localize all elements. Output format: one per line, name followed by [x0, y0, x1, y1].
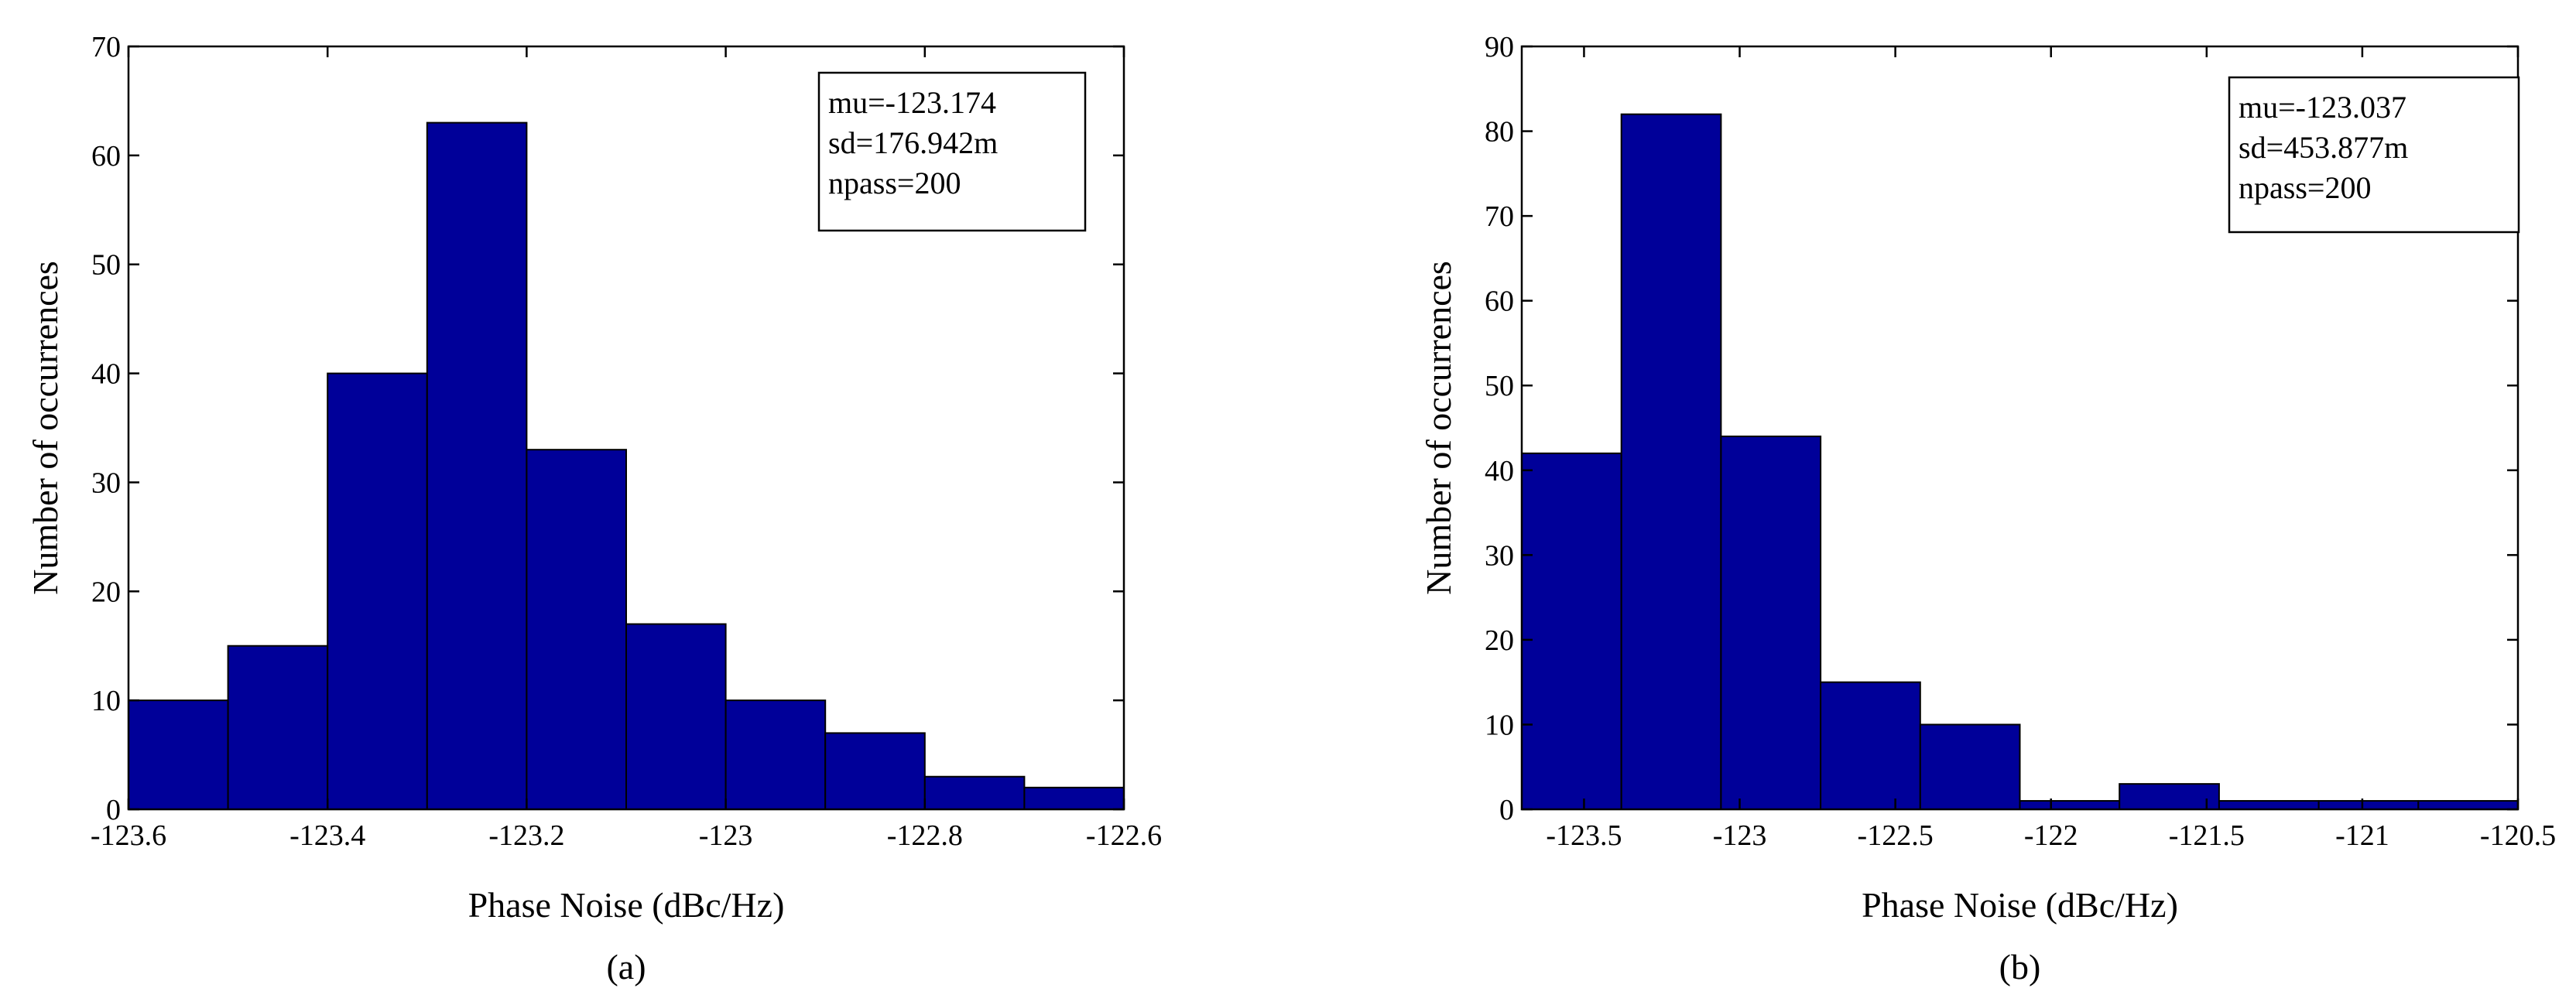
histogram-bar: [2218, 800, 2320, 810]
histogram-bar: [1820, 681, 1921, 811]
histogram-bar: [327, 372, 428, 811]
histogram-bar: [625, 623, 727, 810]
x-tick-label: -122.6: [1086, 819, 1162, 852]
histogram-bar: [128, 699, 229, 811]
y-tick-label: 80: [1485, 116, 1514, 149]
x-tick-label: -123.6: [91, 819, 166, 852]
histogram-bar: [923, 775, 1026, 810]
x-tick-label: -123.4: [289, 819, 365, 852]
stats-line: mu=-123.037: [2239, 90, 2406, 125]
histogram-bar: [724, 699, 827, 811]
y-tick-label: 90: [1485, 31, 1514, 63]
x-tick-label: -121.5: [2169, 819, 2245, 852]
stats-box: [2228, 76, 2520, 234]
y-tick-label: 70: [1485, 200, 1514, 233]
x-tick-label: -120.5: [2480, 819, 2556, 852]
histogram-bar: [2317, 800, 2420, 810]
y-axis-label: Number of occurrences: [26, 261, 65, 595]
stats-line: sd=453.877m: [2239, 130, 2408, 165]
y-tick-label: 60: [91, 140, 121, 173]
stats-line: mu=-123.174: [828, 85, 996, 120]
y-axis-label: Number of occurrences: [1419, 261, 1458, 595]
x-tick-label: -123.5: [1546, 819, 1622, 852]
x-axis-label: Phase Noise (dBc/Hz): [468, 885, 785, 925]
histogram-panel-a: 0 10 20 30 40 50 60 70 -123.6 -123.4 -123.2 -123 -12…: [26, 31, 1162, 987]
x-tick-label: -122: [2024, 819, 2078, 852]
y-tick-label: 50: [91, 249, 121, 282]
axes-frame: [1520, 45, 2519, 811]
histogram-bar: [227, 645, 329, 811]
histogram-bar: [1521, 452, 1622, 810]
y-tick-label: 60: [1485, 286, 1514, 318]
panel-caption: (a): [606, 947, 646, 987]
axes-frame: [127, 45, 1125, 811]
x-tick-label: -123: [1713, 819, 1767, 852]
histogram-bar: [824, 732, 926, 811]
y-tick-label: 30: [1485, 539, 1514, 572]
y-tick-label: 0: [106, 794, 121, 826]
stats-line: npass=200: [2239, 170, 2371, 205]
histogram-bar: [1620, 113, 1722, 810]
y-tick-label: 0: [1499, 794, 1514, 826]
y-tick-label: 50: [1485, 370, 1514, 402]
x-tick-label: -121: [2335, 819, 2389, 852]
y-tick-label: 40: [91, 358, 121, 391]
stats-line: sd=176.942m: [828, 125, 998, 160]
panel-caption: (b): [1999, 947, 2041, 987]
x-axis-label: Phase Noise (dBc/Hz): [1862, 885, 2178, 925]
y-tick-label: 10: [91, 685, 121, 717]
y-tick-label: 20: [91, 576, 121, 608]
y-tick-label: 70: [91, 31, 121, 63]
stats-line: npass=200: [828, 166, 961, 200]
histogram-panel-b: 0 10 20 30 40 50 60 70 80 90 -123.5 -123 -122.5 -122 -…: [1419, 31, 2556, 987]
histogram-bar: [2417, 800, 2519, 810]
histogram-bar: [1023, 786, 1125, 810]
histogram-bar: [1720, 435, 1822, 810]
x-tick-label: -123: [699, 819, 753, 852]
y-tick-label: 40: [1485, 455, 1514, 487]
y-tick-label: 10: [1485, 709, 1514, 741]
histogram-bar: [1919, 723, 2021, 811]
histogram-bar: [526, 449, 628, 811]
histogram-bar: [2019, 800, 2121, 810]
x-tick-label: -123.2: [488, 819, 564, 852]
x-tick-label: -122.8: [887, 819, 963, 852]
stats-box: [817, 71, 1087, 232]
y-tick-label: 20: [1485, 624, 1514, 657]
y-tick-label: 30: [91, 467, 121, 499]
x-tick-label: -122.5: [1858, 819, 1934, 852]
histogram-bar: [426, 121, 528, 811]
histogram-bar: [2119, 783, 2220, 811]
